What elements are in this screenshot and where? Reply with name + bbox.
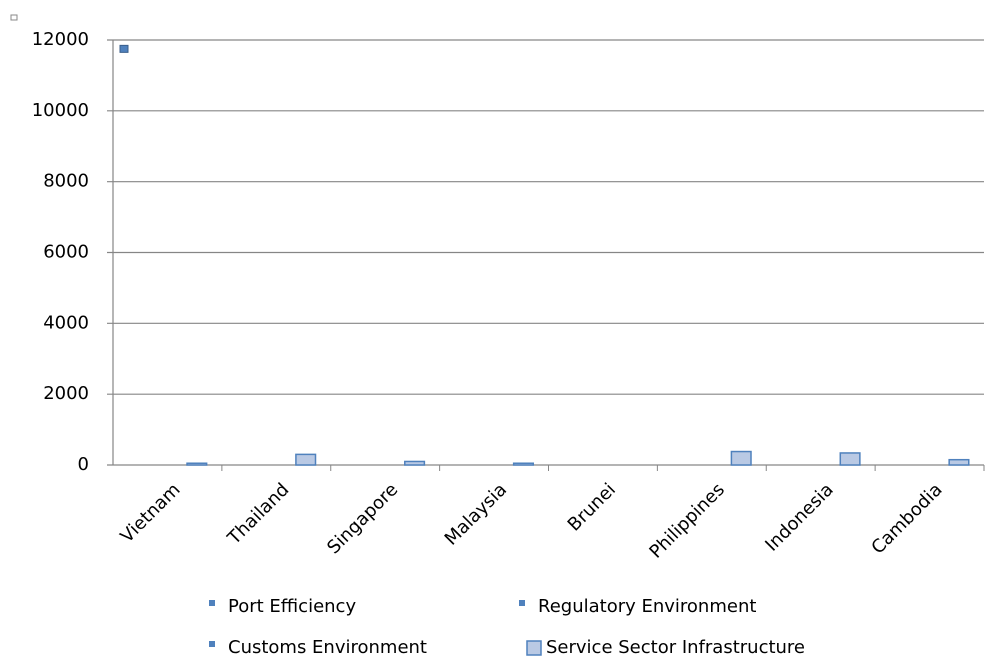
corner-box: [10, 14, 18, 21]
legend-label: Regulatory Environment: [538, 596, 756, 617]
bar: [730, 450, 752, 466]
legend-label: Port Efficiency: [228, 596, 356, 617]
legend-swatch: [209, 641, 215, 647]
bar: [295, 453, 317, 466]
x-tick-label: Philippines: [645, 479, 728, 562]
legend-swatch: [209, 600, 215, 606]
y-tick-label: 0: [78, 454, 89, 475]
legend-label: Service Sector Infrastructure: [546, 637, 805, 657]
bar: [512, 462, 535, 466]
legend-swatch: [519, 600, 525, 606]
y-tick-label: 2000: [43, 383, 89, 404]
x-tick-label: Malaysia: [441, 479, 511, 549]
y-tick-label: 8000: [43, 171, 89, 192]
bar: [948, 458, 970, 466]
legend-label: Customs Environment: [228, 637, 427, 657]
bar: [839, 452, 861, 466]
x-tick-label: Vietnam: [117, 479, 185, 547]
bar: [186, 462, 208, 466]
bar: [404, 460, 426, 466]
x-tick-label: Cambodia: [867, 479, 946, 558]
legend-swatch: [526, 640, 542, 656]
x-tick-label: Indonesia: [761, 479, 837, 555]
x-tick-label: Thailand: [223, 479, 293, 549]
marker: [119, 44, 129, 53]
y-tick-label: 12000: [32, 29, 89, 50]
y-tick-label: 4000: [43, 312, 89, 333]
x-tick-label: Singapore: [323, 479, 402, 558]
x-tick-label: Brunei: [564, 479, 620, 535]
y-tick-label: 10000: [32, 100, 89, 121]
y-tick-label: 6000: [43, 242, 89, 263]
